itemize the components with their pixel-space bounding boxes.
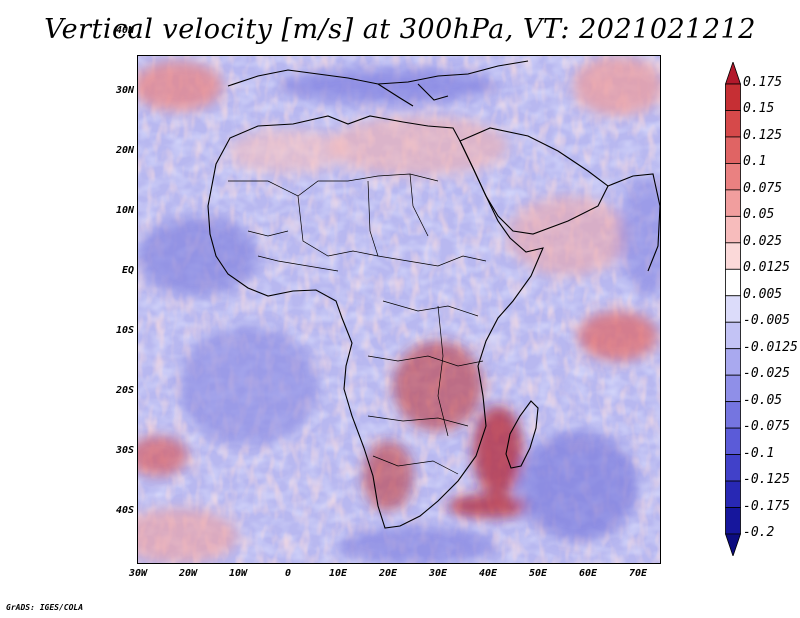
- italy-outline: [377, 83, 414, 107]
- lon-tick-50e: 50E: [528, 568, 548, 579]
- colorbar-label: -0.075: [743, 419, 790, 435]
- lon-tick-60e: 60E: [578, 568, 598, 579]
- colorbar-segment: [725, 110, 741, 138]
- lat-tick-eq: EQ: [121, 265, 134, 276]
- lon-tick-40e: 40E: [478, 568, 498, 579]
- colorbar-segment: [725, 507, 741, 535]
- madagascar-outline: [505, 400, 539, 469]
- map-panel: [137, 55, 661, 564]
- lat-tick-40s: 40S: [115, 505, 134, 516]
- colorbar-segment: [725, 401, 741, 429]
- colorbar-label: -0.025: [743, 366, 790, 382]
- lon-tick-10w: 10W: [228, 568, 248, 579]
- colorbar-label: -0.175: [743, 498, 790, 514]
- lat-tick-40n: 40N: [115, 25, 134, 36]
- colorbar-label: 0.175: [743, 75, 783, 90]
- colorbar-label: 0.05: [743, 207, 775, 223]
- colorbar-segment: [725, 427, 741, 455]
- colorbar-segment: [725, 480, 741, 508]
- lon-tick-0: 0: [284, 568, 292, 579]
- africa-outline: [207, 115, 544, 529]
- lon-tick-30w: 30W: [128, 568, 148, 579]
- colorbar-label: 0.125: [743, 127, 783, 143]
- colorbar-segment: [725, 295, 741, 323]
- colorbar-segment: [725, 533, 741, 556]
- colorbar-segment: [725, 136, 741, 164]
- lon-tick-10e: 10E: [328, 568, 348, 579]
- lat-tick-30s: 30S: [115, 445, 134, 456]
- colorbar-label: -0.0125: [743, 339, 798, 355]
- lon-tick-20e: 20E: [378, 568, 398, 579]
- colorbar-segment: [725, 242, 741, 270]
- india-outline: [607, 173, 660, 272]
- colorbar-segment: [725, 62, 741, 85]
- lat-tick-30n: 30N: [115, 85, 134, 96]
- footer-credit: GrADS: IGES/COLA: [6, 603, 84, 612]
- colorbar-label: 0.0125: [743, 260, 790, 276]
- colorbar-segment: [725, 163, 741, 191]
- colorbar-label: 0.15: [743, 101, 775, 117]
- colorbar-segment: [725, 374, 741, 403]
- colorbar-label: 0.1: [743, 154, 767, 170]
- colorbar-segment: [725, 268, 741, 297]
- field-anomalies: [138, 56, 660, 563]
- lon-tick-20w: 20W: [178, 568, 198, 579]
- colorbar-segment: [725, 454, 741, 482]
- colorbar-segment: [725, 83, 741, 111]
- colorbar-label: -0.005: [743, 313, 790, 329]
- colorbar-segment: [725, 189, 741, 217]
- colorbar-label: 0.005: [743, 286, 783, 302]
- colorbar-label: -0.125: [743, 472, 790, 488]
- colorbar: [725, 62, 741, 556]
- velocity-field-map: [138, 56, 660, 563]
- lat-tick-20s: 20S: [115, 385, 134, 396]
- colorbar-segment: [725, 215, 741, 244]
- colorbar-label: -0.05: [743, 392, 783, 408]
- lon-tick-30e: 30E: [428, 568, 448, 579]
- lon-tick-70e: 70E: [628, 568, 648, 579]
- country-borders: [228, 173, 487, 475]
- colorbar-segment: [725, 348, 741, 376]
- colorbar-label: 0.025: [743, 233, 783, 249]
- colorbar-label: -0.2: [743, 525, 775, 540]
- lat-tick-20n: 20N: [115, 145, 134, 156]
- colorbar-label: 0.075: [743, 180, 783, 196]
- lat-tick-10s: 10S: [115, 325, 134, 336]
- plot-title: Vertical velocity [m/s] at 300hPa, VT: 2…: [44, 14, 756, 45]
- arabia-outline: [459, 127, 609, 235]
- greece-outline: [417, 83, 449, 101]
- coastlines: [207, 60, 660, 529]
- lat-tick-10n: 10N: [115, 205, 134, 216]
- colorbar-label: -0.1: [743, 445, 775, 461]
- colorbar-segment: [725, 321, 741, 350]
